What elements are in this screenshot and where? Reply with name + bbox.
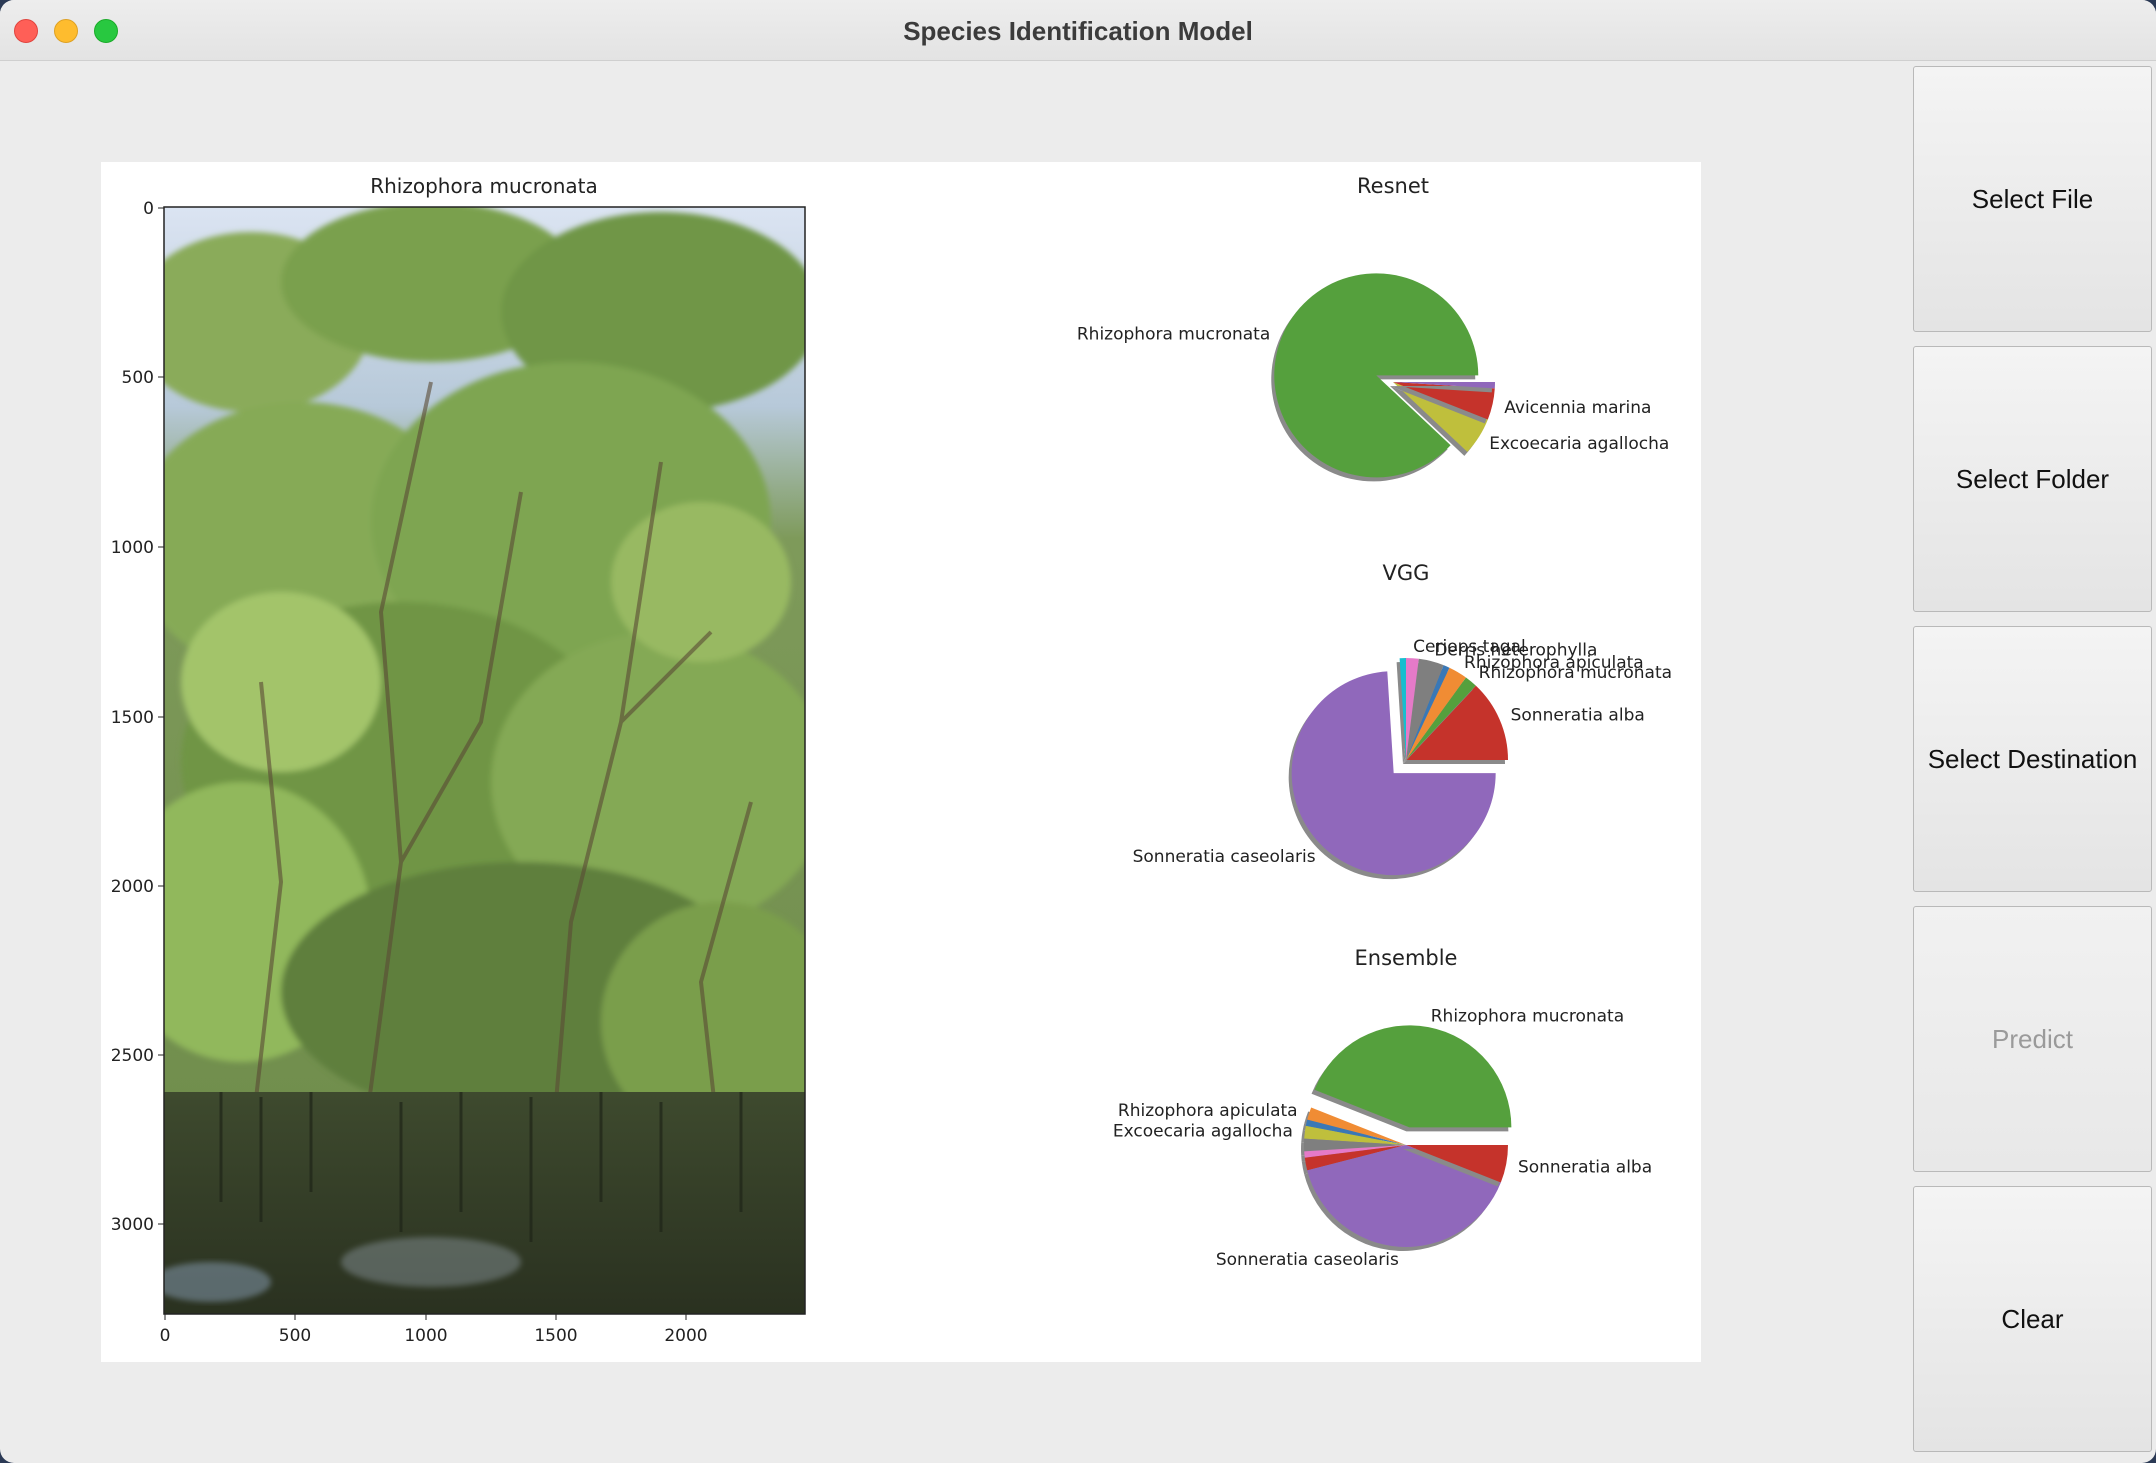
pie-slice-shadow <box>1396 662 1403 764</box>
pie-slice-label: Rhizophora mucronata <box>1431 1006 1624 1026</box>
pie-slice <box>1304 1125 1406 1145</box>
y-tick-label: 3000 <box>111 1215 154 1235</box>
pie-slice-shadow <box>1390 386 1492 393</box>
pie-chart-ensemble: Ensemble Rhizophora mucronata Rhizophora a… <box>1113 946 1652 1270</box>
y-tick-label: 1000 <box>111 538 154 558</box>
pie-slice-label: Excoecaria agallocha <box>1113 1122 1293 1142</box>
pie-slice-label: Sonneratia caseolaris <box>1216 1250 1399 1270</box>
pie-chart-resnet: Resnet Rhizophora mucronata Excoecaria aga… <box>1077 174 1669 482</box>
image-axes-frame <box>163 206 806 1315</box>
pie-slice <box>1307 1145 1501 1247</box>
y-tick-label: 2000 <box>111 877 154 897</box>
y-tick-label: 0 <box>143 199 154 219</box>
pie-slice-label: Sonneratia caseolaris <box>1133 847 1316 867</box>
pie-slice-label: Rhizophora apiculata <box>1464 653 1644 673</box>
image-x-axis: 0 500 1000 1500 2000 <box>160 1314 708 1346</box>
x-tick-label: 1500 <box>534 1326 577 1346</box>
pie-slice <box>1274 273 1479 478</box>
pie-slice <box>1406 685 1508 760</box>
pie-slice <box>1393 382 1495 420</box>
pie-slice-label: Rhizophora apiculata <box>1118 1101 1298 1121</box>
y-tick-label: 2500 <box>111 1046 154 1066</box>
minimize-window-button[interactable] <box>54 19 78 43</box>
pie-slice <box>1307 1107 1406 1145</box>
pie-slice <box>1406 665 1450 760</box>
select-destination-button[interactable]: Select Destination <box>1913 626 2152 892</box>
pie-slice <box>1393 382 1495 389</box>
pie-slice <box>1399 658 1406 760</box>
pie-slice-label: Derris heterophylla <box>1434 641 1597 661</box>
pie-slice-label: Rhizophora mucronata <box>1077 324 1270 344</box>
select-folder-button[interactable]: Select Folder <box>1913 346 2152 612</box>
pie-slice <box>1304 1138 1406 1152</box>
title-bar: Species Identification Model <box>0 0 2156 61</box>
pie-slice <box>1406 677 1476 760</box>
pie-slice-label: Excoecaria agallocha <box>1489 434 1669 454</box>
pie-slice <box>1314 1025 1512 1128</box>
y-tick-label: 500 <box>122 368 154 388</box>
x-tick-label: 2000 <box>664 1326 707 1346</box>
pie-slice <box>1393 382 1488 452</box>
pie-slice-label: Ceriops tagal <box>1413 637 1526 657</box>
predict-button[interactable]: Predict <box>1913 906 2152 1172</box>
pie-slice-label: Avicennia marina <box>1504 398 1651 418</box>
pie-title: Resnet <box>1357 174 1429 198</box>
close-window-button[interactable] <box>14 19 38 43</box>
pie-slice <box>1406 658 1444 760</box>
pie-slice <box>1291 671 1496 876</box>
y-tick-label: 1500 <box>111 708 154 728</box>
pie-title: VGG <box>1383 561 1430 585</box>
pie-slice <box>1406 667 1466 760</box>
figure-canvas: Rhizophora mucronata 0 500 1000 1500 200… <box>111 174 1672 1346</box>
pie-slice-label: Rhizophora mucronata <box>1479 663 1672 683</box>
pie-chart-vgg: VGG Sonneratia alba Rhizophora mucronataRh… <box>1133 561 1672 880</box>
pie-slice-label: Sonneratia alba <box>1511 706 1645 726</box>
pie-slice-label: Sonneratia alba <box>1518 1157 1652 1177</box>
pie-slice <box>1406 658 1419 760</box>
image-y-axis: 0 500 1000 1500 2000 2500 3000 <box>111 199 164 1235</box>
pie-title: Ensemble <box>1355 946 1458 970</box>
x-tick-label: 500 <box>279 1326 311 1346</box>
pie-slice <box>1304 1145 1406 1158</box>
window-title: Species Identification Model <box>903 16 1253 46</box>
pie-slice <box>1305 1119 1406 1145</box>
results-figure: Rhizophora mucronata 0 500 1000 1500 200… <box>101 162 1701 1362</box>
mangrove-photo <box>164 207 805 1314</box>
pie-charts: Resnet Rhizophora mucronata Excoecaria aga… <box>1077 174 1672 1270</box>
x-tick-label: 1000 <box>404 1326 447 1346</box>
x-tick-label: 0 <box>160 1326 171 1346</box>
clear-button[interactable]: Clear <box>1913 1186 2152 1452</box>
select-file-button[interactable]: Select File <box>1913 66 2152 332</box>
zoom-window-button[interactable] <box>94 19 118 43</box>
image-title: Rhizophora mucronata <box>370 174 598 198</box>
pie-slice <box>1406 1145 1508 1183</box>
pie-slice <box>1304 1145 1406 1171</box>
